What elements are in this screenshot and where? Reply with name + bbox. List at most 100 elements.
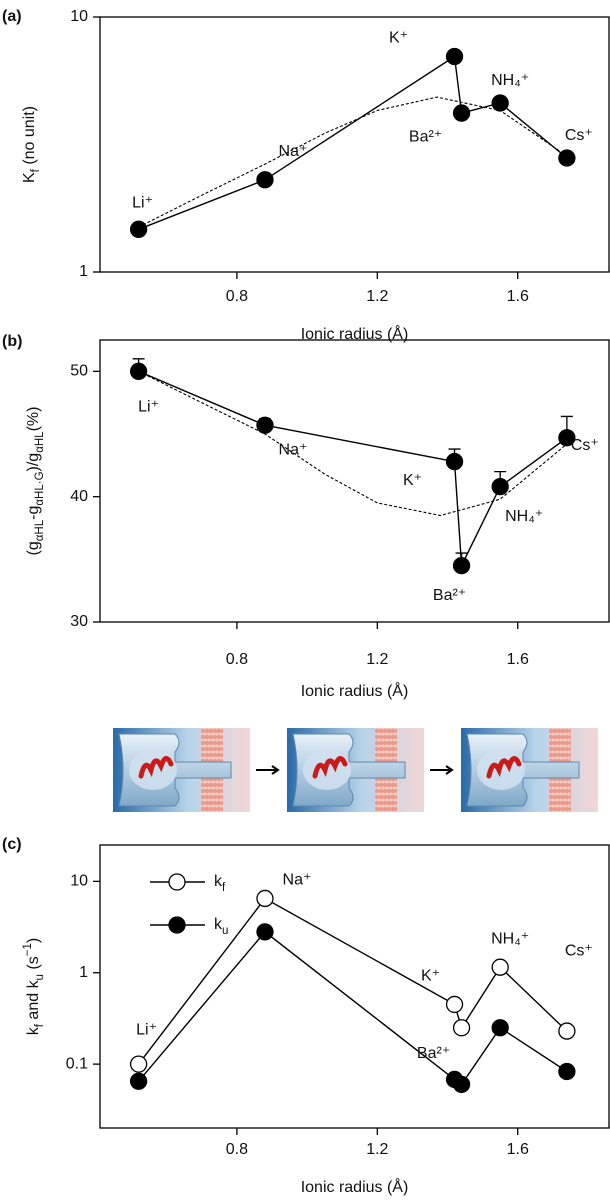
data-point [558, 1022, 576, 1040]
data-point [129, 362, 148, 380]
point-label: Na⁺ [279, 441, 308, 458]
y-label-part: αHL [34, 431, 46, 453]
legend-marker [168, 873, 186, 891]
fit-curve [138, 96, 568, 228]
data-point [445, 452, 464, 471]
legend-label: kf [214, 873, 226, 894]
plot-frame [99, 844, 610, 1129]
y-tick-label: 10 [70, 8, 88, 25]
y-axis-label: (gαHL-gαHL·G)/gαHL(%) [25, 407, 46, 556]
data-line [138, 370, 568, 569]
legend-label: ku [214, 916, 228, 937]
y-axis-label: kf and ku (s−1) [22, 938, 46, 1035]
y-tick-label: 1 [79, 263, 88, 280]
data-point [491, 94, 509, 112]
point-label: K⁺ [421, 968, 440, 985]
panel: (a) 0.8 1.2 1.6 1 10 Ionic radius (Å) Kf (no un… [2, 8, 610, 343]
data-point [491, 958, 509, 976]
y-label-part: and k [25, 979, 42, 1024]
data-line [138, 930, 568, 1086]
point-label: Na⁺ [279, 143, 308, 160]
panel-label: (c) [2, 836, 22, 853]
legend-name-sub: f [222, 882, 226, 894]
y-label-part: )/g [25, 453, 42, 472]
data-point [256, 171, 274, 189]
x-tick-label: 1.6 [507, 288, 529, 305]
data-point [256, 416, 274, 434]
point-label: Ba²⁺ [417, 1045, 450, 1062]
y-label-part: u [34, 974, 46, 980]
data-point [445, 995, 464, 1014]
x-tick-label: 0.8 [226, 1141, 248, 1158]
y-tick-label: 1 [79, 964, 88, 981]
data-point [256, 923, 274, 941]
data-point [452, 1075, 471, 1094]
y-axis-label: Kf (no unit) [21, 106, 42, 183]
panel-label: (a) [2, 8, 22, 25]
data-point [452, 556, 471, 575]
x-tick-label: 0.8 [226, 651, 248, 668]
x-tick-label: 1.6 [507, 651, 529, 668]
plot-frame [99, 16, 610, 273]
point-label: Li⁺ [138, 399, 159, 416]
point-label: Cs⁺ [565, 942, 593, 959]
data-point [452, 104, 471, 122]
x-tick-label: 1.6 [507, 1141, 529, 1158]
y-tick-label: 40 [70, 488, 88, 505]
data-point [256, 889, 274, 908]
point-label: NH₄⁺ [505, 508, 543, 525]
plot-frame [99, 339, 610, 623]
point-label: Ba²⁺ [409, 128, 442, 145]
data-point [129, 1072, 148, 1090]
x-axis-label: Ionic radius (Å) [301, 1177, 409, 1196]
point-label: K⁺ [389, 30, 408, 47]
y-tick-label: 50 [70, 363, 88, 380]
point-label: NH₄⁺ [491, 72, 529, 89]
legend-name: k [214, 916, 223, 933]
data-point [558, 1062, 576, 1081]
point-label: Cs⁺ [565, 127, 593, 144]
point-label: Cs⁺ [571, 437, 599, 454]
data-point [129, 220, 148, 238]
point-label: Li⁺ [132, 195, 153, 212]
x-axis-label: Ionic radius (Å) [301, 324, 409, 343]
arrow [256, 765, 280, 775]
y-label-part: -g [25, 506, 42, 520]
point-label: NH₄⁺ [491, 930, 529, 947]
y-label-part: (s [25, 956, 42, 974]
schematic-row [113, 728, 598, 812]
legend-name-sub: u [222, 925, 228, 937]
arrow [430, 765, 454, 775]
y-label-part: ) [25, 938, 42, 943]
y-label-part: (g [25, 541, 42, 555]
data-line [138, 55, 568, 230]
legend-name: k [214, 873, 223, 890]
x-tick-label: 1.2 [366, 1141, 388, 1158]
point-label: Ba²⁺ [433, 587, 466, 604]
y-label-part: K [21, 172, 38, 183]
x-tick-label: 0.8 [226, 288, 248, 305]
y-label-part: (no unit) [21, 106, 38, 169]
y-label-part: −1 [22, 943, 34, 956]
y-tick-label: 0.1 [66, 1055, 88, 1072]
legend-marker [168, 916, 186, 934]
data-point [491, 477, 509, 496]
panel-label: (b) [2, 333, 22, 350]
data-point [558, 149, 576, 167]
point-label: Li⁺ [136, 1021, 157, 1038]
x-tick-label: 1.2 [366, 651, 388, 668]
y-tick-label: 30 [70, 613, 88, 630]
point-label: K⁺ [403, 472, 422, 489]
point-label: Na⁺ [283, 872, 312, 889]
y-label-part: f [30, 168, 42, 172]
data-point [129, 1055, 148, 1073]
data-point [452, 1019, 471, 1037]
y-tick-label: 10 [70, 873, 88, 890]
y-label-part: αHL [34, 519, 46, 541]
data-line [138, 897, 568, 1065]
fit-curve [138, 370, 568, 517]
